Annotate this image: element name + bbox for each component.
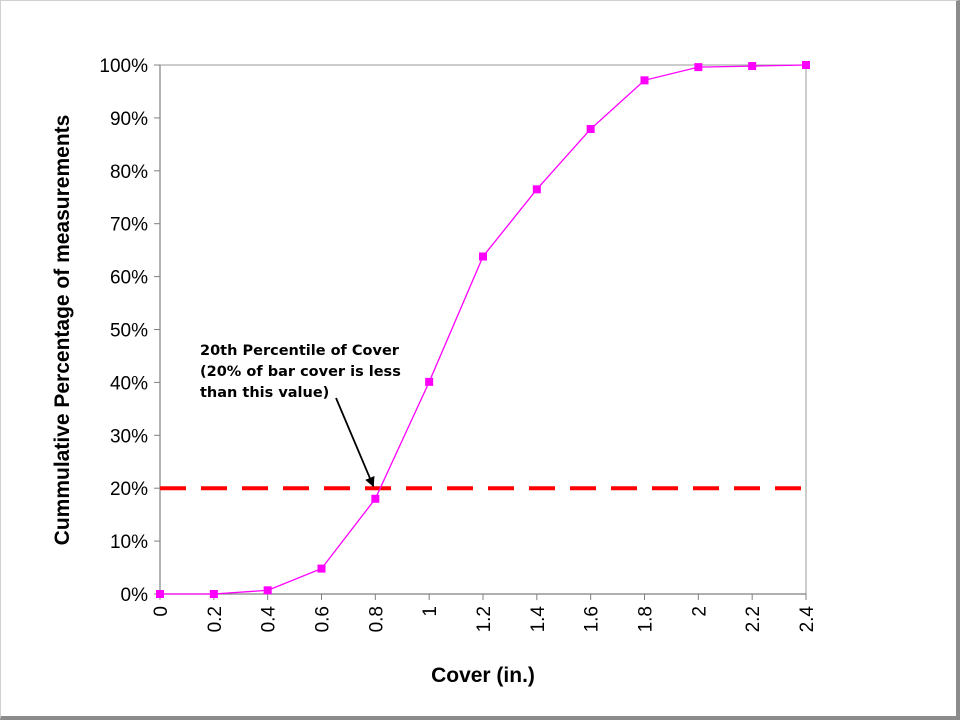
x-tick-label: 2.2 [743, 606, 764, 632]
x-axis-title: Cover (in.) [431, 664, 535, 687]
data-point [371, 494, 380, 503]
data-point [694, 63, 703, 72]
data-point [317, 564, 326, 573]
data-point [156, 590, 164, 598]
y-tick-label: 50% [110, 321, 148, 342]
annotation-line: (20% of bar cover is less [200, 364, 401, 380]
data-point [586, 125, 595, 134]
axes [154, 64, 807, 600]
series-line [160, 64, 807, 595]
x-tick-label: 1.2 [474, 606, 495, 632]
y-tick-label: 70% [110, 215, 148, 236]
x-tick-label: 1 [420, 606, 441, 617]
y-axis-title: Cummulative Percentage of measurements [51, 115, 74, 546]
y-tick-label: 100% [99, 56, 148, 77]
data-point [263, 586, 272, 595]
data-point [479, 252, 487, 261]
y-tick-label: 60% [110, 268, 148, 289]
data-point [209, 590, 218, 598]
x-tick-label: 0.2 [205, 606, 226, 632]
data-point [802, 61, 810, 69]
x-tick-label: 0 [151, 606, 172, 617]
x-tick-label: 2.4 [797, 606, 818, 633]
annotation-line: than this value) [200, 385, 329, 401]
y-tick-labels: 0% 10% 20% 30% 40% 50% 60% 70% 80% 90% 100% [99, 56, 148, 606]
x-tick-label: 2 [689, 606, 710, 617]
annotation-arrow [335, 397, 375, 488]
y-tick-label: 20% [110, 479, 148, 500]
annotations: 20th Percentile of Cover (20% of bar cove… [200, 343, 401, 488]
x-tick-label: 0.6 [313, 606, 334, 632]
y-tick-label: 40% [110, 373, 148, 394]
x-tick-label: 0.4 [259, 606, 280, 633]
data-point [748, 62, 757, 71]
plot-area-border [159, 64, 807, 595]
y-tick-label: 10% [110, 532, 148, 553]
annotation-line: 20th Percentile of Cover [200, 343, 400, 359]
x-tick-labels: 0 0.2 0.4 0.6 0.8 1 1.2 1.4 1.6 1.8 2 2.2 2.4 [151, 606, 818, 633]
series [156, 61, 810, 598]
data-point [425, 377, 434, 386]
x-tick-label: 0.8 [366, 606, 387, 632]
x-tick-label: 1.6 [582, 606, 603, 632]
x-tick-label: 1.8 [636, 606, 657, 632]
x-tick-label: 1.4 [528, 606, 549, 633]
y-tick-label: 80% [110, 162, 148, 183]
data-point [640, 76, 649, 85]
y-tick-label: 0% [121, 585, 149, 606]
y-tick-label: 90% [110, 109, 148, 130]
data-point [532, 185, 541, 194]
y-tick-label: 30% [110, 426, 148, 447]
